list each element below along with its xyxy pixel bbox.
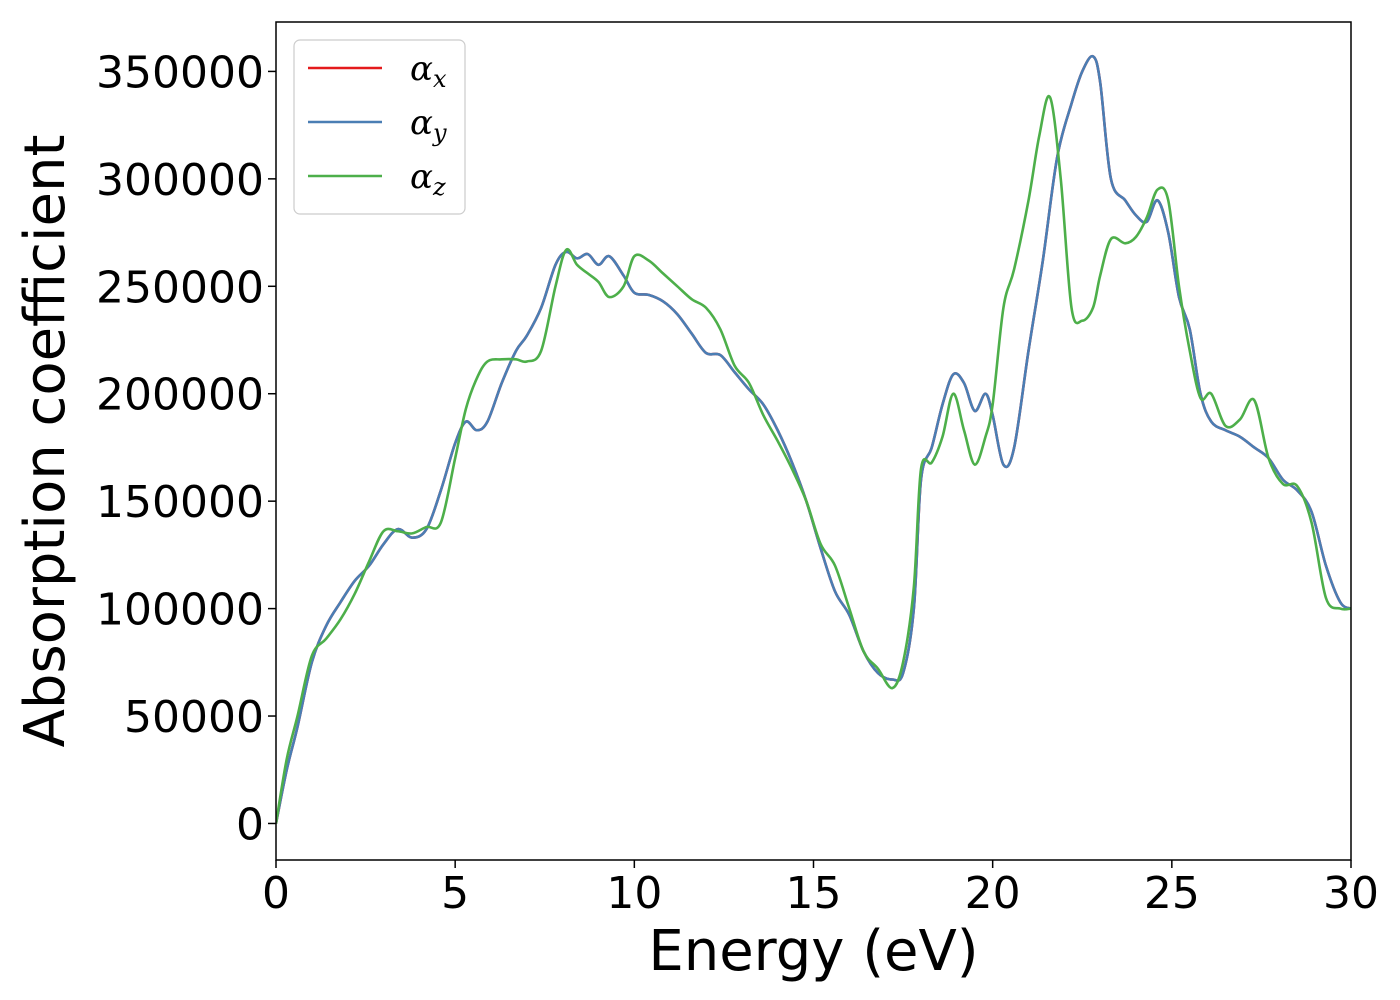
x-tick-label: 0 — [262, 868, 290, 919]
plot-area — [276, 54, 1351, 824]
legend-label-x: αx — [410, 49, 447, 93]
y-tick-label: 50000 — [124, 692, 264, 743]
x-axis-ticks: 0 5 10 15 20 25 30 — [262, 860, 1379, 919]
y-tick-label: 300000 — [96, 155, 264, 206]
legend-label-z: αz — [410, 157, 446, 201]
x-tick-label: 30 — [1323, 868, 1379, 919]
series-line-z — [276, 94, 1351, 824]
y-tick-label: 100000 — [96, 585, 264, 636]
y-tick-label: 250000 — [96, 262, 264, 313]
y-tick-label: 200000 — [96, 370, 264, 421]
y-axis-ticks: 0 50000 100000 150000 200000 250000 300000 3500… — [96, 47, 276, 850]
legend-label-y: αy — [410, 103, 447, 147]
x-axis-title: Energy (eV) — [648, 919, 978, 984]
x-tick-label: 10 — [606, 868, 662, 919]
y-tick-label: 150000 — [96, 477, 264, 528]
legend-box — [293, 39, 466, 215]
x-tick-label: 5 — [441, 868, 469, 919]
x-tick-label: 15 — [786, 868, 842, 919]
x-tick-label: 25 — [1144, 868, 1200, 919]
y-tick-label: 350000 — [96, 47, 264, 98]
legend: αx αy αz — [293, 39, 466, 215]
x-tick-label: 20 — [965, 868, 1021, 919]
y-axis-title: Absorption coefficient — [13, 135, 78, 748]
y-tick-label: 0 — [236, 799, 264, 850]
axes-frame — [275, 21, 1352, 861]
